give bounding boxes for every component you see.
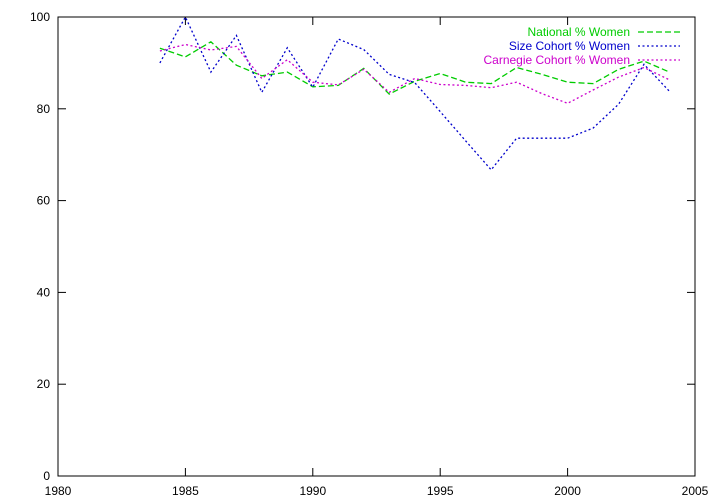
- y-tick-label: 100: [30, 10, 50, 24]
- y-tick-label: 0: [43, 469, 50, 483]
- series-line-carnegie-cohort-women: [159, 43, 670, 105]
- legend-label-size-cohort-women: Size Cohort % Women: [509, 39, 630, 53]
- x-tick-label: 1980: [45, 484, 72, 498]
- x-tick-label: 1985: [172, 484, 199, 498]
- y-tick-label: 20: [37, 377, 51, 391]
- x-tick-label: 2000: [554, 484, 581, 498]
- legend-label-national-women: National % Women: [528, 25, 631, 39]
- series-line-national-women: [159, 40, 670, 95]
- y-tick-label: 40: [37, 285, 51, 299]
- series-line-size-cohort-women: [159, 15, 670, 171]
- legend-label-carnegie-cohort-women: Carnegie Cohort % Women: [483, 53, 630, 67]
- x-tick-label: 2005: [682, 484, 709, 498]
- y-tick-label: 60: [37, 194, 51, 208]
- plot-frame: [57, 16, 696, 477]
- x-tick-label: 1990: [299, 484, 326, 498]
- x-tick-label: 1995: [427, 484, 454, 498]
- axes: 1980 1985 1990 1995 2000 2005 0 20 40 60 80 100: [30, 10, 709, 498]
- series-layer: [159, 15, 670, 171]
- y-tick-label: 80: [37, 102, 51, 116]
